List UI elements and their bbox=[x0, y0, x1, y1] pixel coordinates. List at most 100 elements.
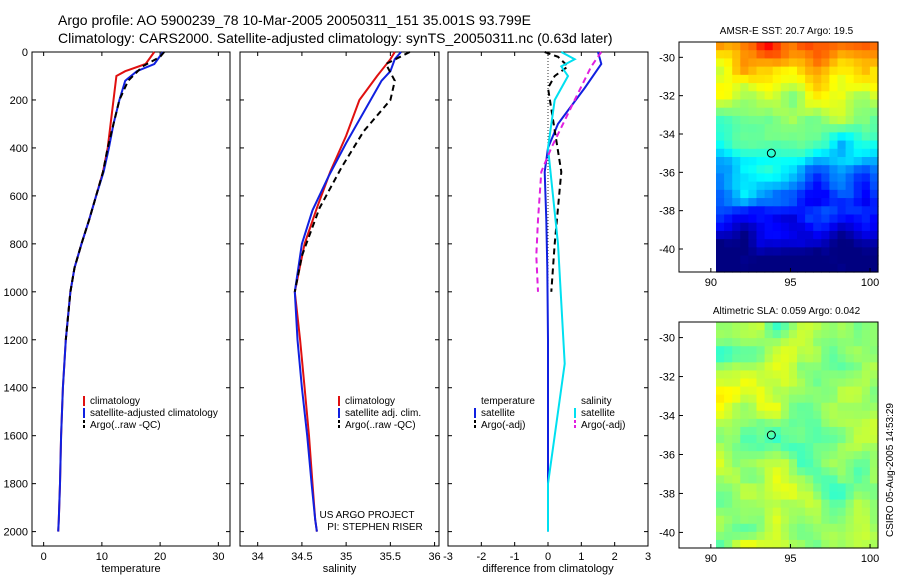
map-cell bbox=[724, 58, 733, 68]
map-cell bbox=[869, 157, 879, 166]
map-cell bbox=[829, 451, 839, 460]
x-axis-label-temperature: temperature bbox=[101, 563, 160, 575]
map-cell bbox=[740, 124, 749, 133]
map-cell bbox=[845, 346, 855, 355]
map-cell bbox=[724, 539, 733, 549]
map-cell bbox=[821, 507, 830, 517]
map-cell bbox=[764, 181, 774, 191]
map-cell bbox=[732, 378, 741, 388]
map-cell bbox=[724, 531, 733, 541]
map-cell bbox=[805, 214, 814, 224]
map-cell bbox=[788, 483, 798, 493]
map-cell bbox=[716, 483, 725, 493]
map-cell bbox=[837, 370, 847, 380]
map-cell bbox=[764, 165, 774, 175]
map-cell bbox=[748, 148, 758, 158]
map-cell bbox=[861, 91, 871, 101]
map-cell bbox=[756, 354, 766, 363]
map-cell bbox=[780, 459, 790, 468]
map-cell bbox=[861, 491, 871, 501]
map-cell bbox=[797, 255, 806, 265]
map-cell bbox=[845, 523, 855, 533]
map-cell bbox=[813, 322, 822, 331]
map-cell bbox=[853, 386, 863, 396]
map-cell bbox=[853, 330, 863, 339]
map-cell bbox=[861, 443, 871, 452]
map-cell bbox=[756, 222, 766, 232]
map-cell bbox=[748, 132, 758, 142]
map-cell bbox=[724, 173, 733, 183]
map-cell bbox=[829, 386, 839, 396]
map-cell bbox=[805, 157, 814, 166]
map-cell bbox=[845, 507, 855, 517]
map-cell bbox=[869, 124, 879, 133]
map-cell bbox=[797, 206, 806, 216]
map-cell bbox=[821, 189, 830, 199]
map-border bbox=[678, 41, 879, 273]
map-cell bbox=[724, 157, 733, 166]
map-cell bbox=[740, 451, 749, 460]
x-tick-label: 0 bbox=[41, 551, 47, 563]
map-cell bbox=[869, 338, 879, 347]
map-cell bbox=[764, 354, 774, 363]
map-cell bbox=[821, 491, 830, 501]
map-cell bbox=[724, 338, 733, 347]
map-cell bbox=[732, 115, 741, 125]
map-cell bbox=[805, 394, 814, 404]
map-cell bbox=[821, 338, 830, 347]
map-cell bbox=[716, 148, 725, 158]
map-cell bbox=[724, 418, 733, 428]
map-cell bbox=[748, 124, 758, 133]
map-cell bbox=[764, 362, 774, 372]
map-cell bbox=[797, 362, 806, 372]
map-cell bbox=[764, 338, 774, 347]
map-cell bbox=[861, 239, 871, 248]
map-cell bbox=[724, 523, 733, 533]
map-cell bbox=[716, 435, 725, 444]
map-cell bbox=[748, 107, 758, 117]
map-cell bbox=[780, 410, 790, 420]
map-cell bbox=[805, 140, 814, 150]
map-cell bbox=[740, 198, 749, 207]
map-cell bbox=[861, 435, 871, 444]
map-cell bbox=[748, 378, 758, 388]
map-cell bbox=[740, 539, 749, 549]
map-cell bbox=[861, 247, 871, 257]
map-cell bbox=[780, 42, 790, 51]
map-cell bbox=[764, 499, 774, 509]
map-cell bbox=[772, 99, 782, 109]
map-cell bbox=[861, 107, 871, 117]
map-cell bbox=[772, 198, 782, 207]
map-cell bbox=[724, 181, 733, 191]
map-cell bbox=[797, 42, 806, 51]
map-cell bbox=[869, 330, 879, 339]
map-cell bbox=[748, 531, 758, 541]
map-cell bbox=[740, 107, 749, 117]
map-cell bbox=[797, 354, 806, 363]
map-cell bbox=[837, 230, 847, 240]
map-cell bbox=[797, 58, 806, 68]
map-cell bbox=[724, 91, 733, 101]
map-cell bbox=[813, 515, 822, 525]
map-cell bbox=[805, 91, 814, 101]
map-cell bbox=[716, 410, 725, 420]
map-cell bbox=[805, 515, 814, 525]
map-cell bbox=[780, 346, 790, 355]
map-cell bbox=[756, 58, 766, 68]
map-cell bbox=[813, 410, 822, 420]
map-cell bbox=[732, 531, 741, 541]
map-cell bbox=[821, 322, 830, 331]
map-cell bbox=[869, 459, 879, 468]
map-cell bbox=[869, 531, 879, 541]
map-cell bbox=[748, 426, 758, 436]
map-cell bbox=[845, 263, 855, 273]
map-cell bbox=[853, 214, 863, 224]
map-cell bbox=[724, 115, 733, 125]
map-cell bbox=[772, 322, 782, 331]
map-cell bbox=[724, 330, 733, 339]
map-cell bbox=[732, 222, 741, 232]
map-cell bbox=[813, 107, 822, 117]
map-cell bbox=[716, 386, 725, 396]
series-line bbox=[293, 51, 411, 292]
map-cell bbox=[788, 338, 798, 347]
